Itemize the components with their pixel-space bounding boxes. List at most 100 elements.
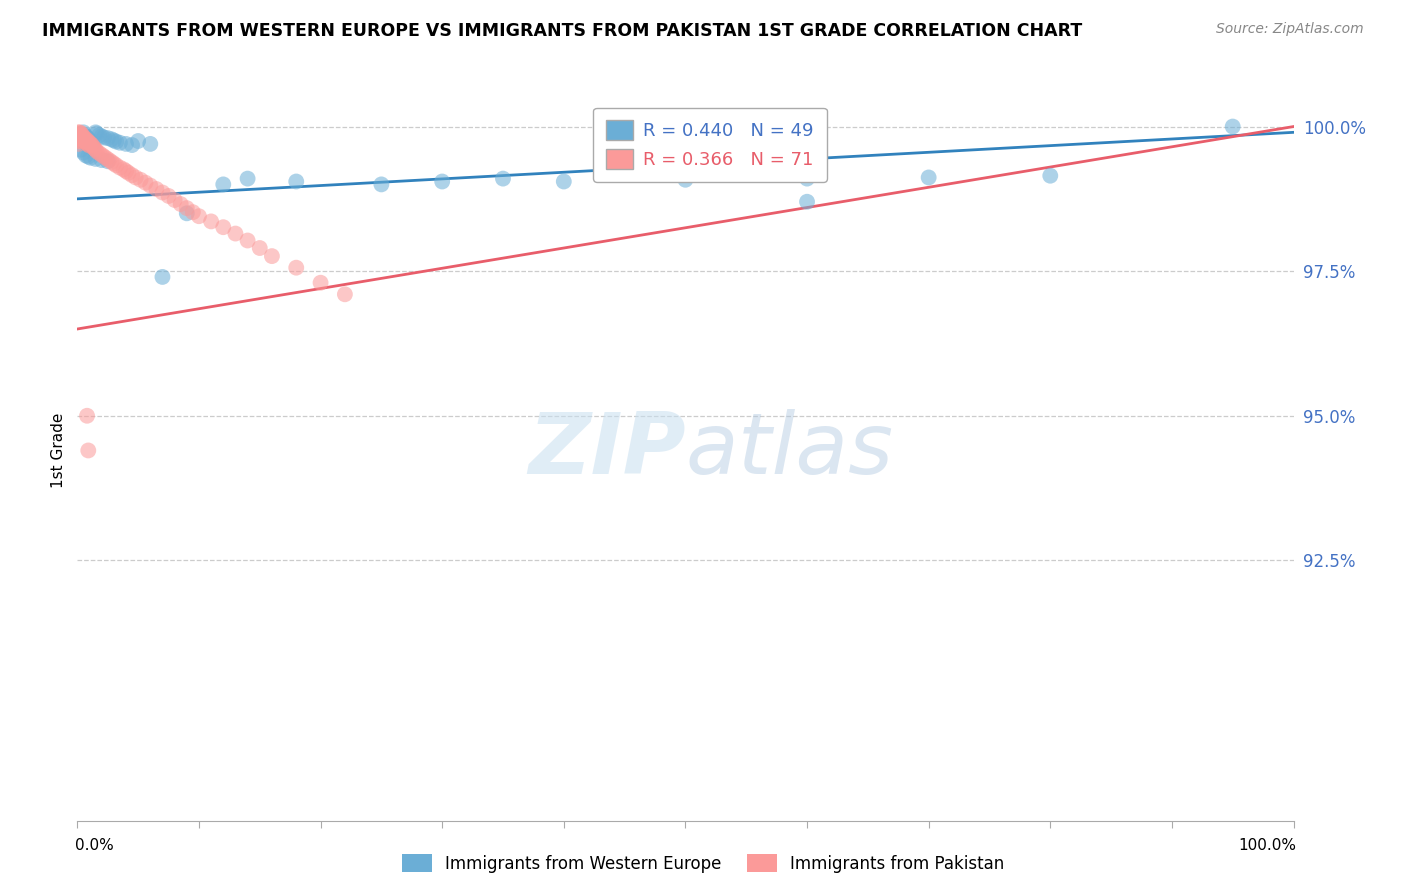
Point: [73, 131, 96, 145]
Point: [152, 269, 174, 284]
Point: [67, 128, 90, 143]
Point: [76, 130, 98, 145]
Point: [163, 193, 186, 207]
Point: [76, 133, 98, 147]
Point: [75, 132, 97, 146]
Point: [115, 136, 138, 151]
Point: [796, 171, 818, 186]
Point: [69, 128, 91, 143]
Point: [121, 138, 143, 153]
Point: [181, 205, 204, 219]
Point: [70, 132, 93, 146]
Point: [105, 135, 128, 149]
Point: [134, 176, 156, 190]
Point: [77, 131, 100, 145]
Point: [236, 234, 259, 248]
Point: [212, 178, 235, 192]
Point: [83, 142, 105, 156]
Point: [69, 125, 91, 139]
Point: [285, 174, 308, 188]
Point: [69, 134, 91, 148]
Point: [82, 140, 104, 154]
Point: [67, 136, 90, 151]
Point: [89, 146, 111, 161]
Point: [80, 136, 103, 151]
Point: [67, 132, 90, 146]
Point: [69, 131, 91, 145]
Point: [121, 168, 143, 182]
Point: [139, 136, 162, 151]
Point: [73, 134, 96, 148]
Point: [145, 182, 167, 196]
Point: [72, 145, 94, 160]
Point: [553, 174, 575, 188]
Point: [224, 227, 246, 241]
Point: [90, 153, 112, 167]
Point: [67, 134, 90, 148]
Text: atlas: atlas: [686, 409, 893, 492]
Point: [117, 166, 139, 180]
Point: [139, 178, 162, 193]
Point: [108, 161, 131, 175]
Point: [188, 209, 211, 223]
Point: [492, 171, 515, 186]
Point: [97, 154, 120, 169]
Point: [309, 276, 332, 290]
Point: [72, 133, 94, 147]
Point: [70, 128, 93, 143]
Point: [176, 201, 198, 215]
Point: [97, 153, 120, 167]
Point: [796, 194, 818, 209]
Point: [84, 143, 107, 157]
Point: [249, 241, 271, 255]
Point: [75, 129, 97, 144]
Point: [67, 131, 90, 145]
Point: [200, 214, 222, 228]
Point: [73, 128, 96, 143]
Point: [70, 127, 93, 141]
Point: [1039, 169, 1062, 183]
Point: [90, 148, 112, 162]
Point: [77, 135, 100, 149]
Point: [77, 150, 100, 164]
Point: [1222, 120, 1244, 134]
Point: [260, 249, 283, 263]
Text: 100.0%: 100.0%: [1237, 838, 1296, 853]
Point: [100, 132, 122, 146]
Point: [333, 287, 356, 301]
Point: [108, 136, 131, 150]
Point: [105, 158, 128, 172]
Point: [86, 127, 108, 141]
Point: [103, 156, 125, 170]
Point: [80, 151, 103, 165]
Point: [100, 154, 122, 169]
Point: [79, 138, 101, 153]
Point: [129, 173, 152, 187]
Point: [67, 129, 90, 144]
Text: IMMIGRANTS FROM WESTERN EUROPE VS IMMIGRANTS FROM PAKISTAN 1ST GRADE CORRELATION: IMMIGRANTS FROM WESTERN EUROPE VS IMMIGR…: [42, 22, 1083, 40]
Text: ZIP: ZIP: [527, 409, 686, 492]
Point: [97, 131, 120, 145]
Point: [285, 260, 308, 275]
Legend: R = 0.440   N = 49, R = 0.366   N = 71: R = 0.440 N = 49, R = 0.366 N = 71: [593, 108, 827, 182]
Point: [75, 135, 97, 149]
Point: [80, 136, 103, 151]
Point: [79, 134, 101, 148]
Point: [103, 133, 125, 147]
Point: [70, 131, 93, 145]
Point: [67, 127, 90, 141]
Point: [82, 140, 104, 154]
Point: [72, 130, 94, 145]
Point: [93, 130, 115, 145]
Point: [76, 409, 98, 423]
Point: [69, 130, 91, 145]
Point: [157, 189, 180, 203]
Point: [918, 170, 941, 185]
Point: [112, 162, 135, 177]
Point: [152, 186, 174, 200]
Point: [430, 174, 453, 188]
Point: [77, 443, 100, 458]
Point: [77, 137, 100, 152]
Point: [370, 178, 392, 192]
Point: [67, 125, 90, 139]
